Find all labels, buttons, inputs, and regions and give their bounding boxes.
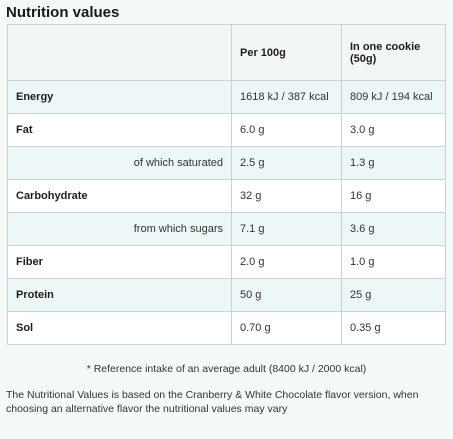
value-per-cookie: 809 kJ / 194 kcal [341, 80, 446, 114]
value-per-100g: 0.70 g [231, 311, 342, 345]
table-row: Protein 50 g 25 g [7, 278, 446, 312]
value-per-cookie: 3.6 g [341, 212, 446, 246]
reference-intake-note: * Reference intake of an average adult (… [86, 363, 367, 375]
table-row: Carbohydrate 32 g 16 g [7, 179, 446, 213]
section-title: Nutrition values [6, 4, 120, 21]
header-cell-nutrient [7, 24, 232, 81]
table-header-row: Per 100g In one cookie (50g) [7, 24, 446, 81]
value-per-100g: 6.0 g [231, 113, 342, 147]
value-per-100g: 32 g [231, 179, 342, 213]
table-row: of which saturated 2.5 g 1.3 g [7, 146, 446, 180]
value-per-cookie: 0.35 g [341, 311, 446, 345]
nutrient-name: Carbohydrate [7, 179, 232, 213]
table-row: Energy 1618 kJ / 387 kcal 809 kJ / 194 k… [7, 80, 446, 114]
flavor-footnote: The Nutritional Values is based on the C… [6, 389, 419, 415]
value-per-cookie: 25 g [341, 278, 446, 312]
header-cell-per-100g: Per 100g [231, 24, 342, 81]
value-per-100g: 2.0 g [231, 245, 342, 279]
nutrient-name: Fiber [7, 245, 232, 279]
value-per-cookie: 3.0 g [341, 113, 446, 147]
nutrient-name: Fat [7, 113, 232, 147]
nutrient-subname: of which saturated [7, 146, 232, 180]
value-per-100g: 1618 kJ / 387 kcal [231, 80, 342, 114]
nutrient-name: Sol [7, 311, 232, 345]
value-per-cookie: 16 g [341, 179, 446, 213]
value-per-cookie: 1.0 g [341, 245, 446, 279]
value-per-100g: 50 g [231, 278, 342, 312]
table-row: Fat 6.0 g 3.0 g [7, 113, 446, 147]
value-per-cookie: 1.3 g [341, 146, 446, 180]
header-cell-per-cookie: In one cookie (50g) [341, 24, 446, 81]
value-per-100g: 2.5 g [231, 146, 342, 180]
table-row: Fiber 2.0 g 1.0 g [7, 245, 446, 279]
nutrition-table: Per 100g In one cookie (50g) Energy 1618… [7, 24, 446, 345]
table-row: Sol 0.70 g 0.35 g [7, 311, 446, 345]
nutrient-subname: from which sugars [7, 212, 232, 246]
value-per-100g: 7.1 g [231, 212, 342, 246]
table-row: from which sugars 7.1 g 3.6 g [7, 212, 446, 246]
nutrient-name: Energy [7, 80, 232, 114]
nutrient-name: Protein [7, 278, 232, 312]
